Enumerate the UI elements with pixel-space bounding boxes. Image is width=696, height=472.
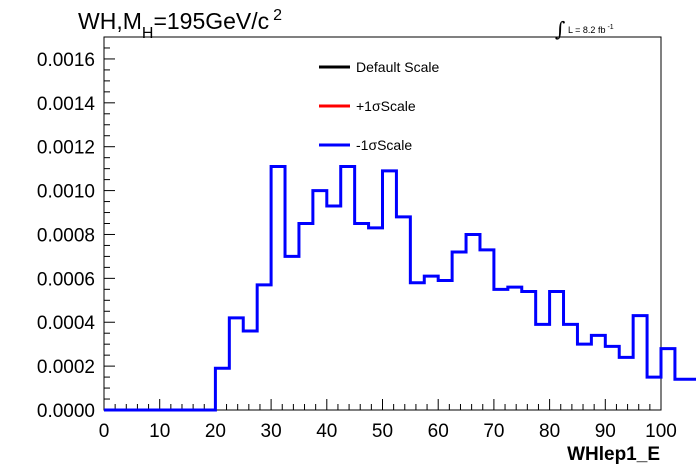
y-tick-label: 0.0008 (37, 225, 95, 246)
title-rest: =195GeV/c (153, 8, 269, 34)
x-tick-label: 100 (645, 421, 677, 442)
chart-title: WH,MH=195GeV/c 2 (78, 7, 282, 42)
x-tick-label: 80 (539, 421, 560, 442)
title-subscript: H (142, 25, 154, 42)
x-axis-label: WHlep1_E (567, 444, 660, 465)
lumi-label: ∫ L = 8.2 fb -1 (555, 17, 614, 41)
x-tick-label: 10 (149, 421, 170, 442)
y-tick-label: 0.0010 (37, 182, 95, 203)
y-tick-label: 0.0004 (37, 313, 96, 334)
x-tick-label: 0 (99, 421, 110, 442)
x-tick-label: 50 (372, 421, 393, 442)
histogram-line-series (104, 164, 696, 412)
legend-label-plus1sigma: +1σScale (356, 98, 416, 114)
x-tick-label: 60 (428, 421, 449, 442)
lumi-superscript: -1 (607, 24, 613, 31)
y-axis: 0.0000 0.0002 0.0004 0.0006 0.0008 0.0010 0.00… (37, 36, 115, 422)
y-tick-label: 0.0006 (37, 269, 95, 290)
title-main: WH,M (78, 8, 142, 34)
x-tick-label: 40 (316, 421, 337, 442)
x-tick-label: 90 (595, 421, 616, 442)
y-tick-label: 0.0000 (37, 401, 95, 422)
svg-text:L = 8.2 fb-1: L = 8.2 fb -1 (568, 24, 614, 35)
y-tick-label: 0.0012 (37, 138, 95, 159)
legend-label-default: Default Scale (356, 59, 439, 75)
integral-symbol: ∫ (555, 17, 565, 41)
x-tick-label: 70 (483, 421, 504, 442)
legend-label-minus1sigma: -1σScale (356, 137, 412, 153)
x-tick-label: 30 (261, 421, 282, 442)
x-axis: 0 10 20 30 40 50 60 70 80 90 100 (99, 399, 677, 442)
lumi-text: L = 8.2 fb (568, 25, 605, 35)
y-tick-label: 0.0014 (37, 94, 96, 115)
legend: Default Scale +1σScale -1σScale (319, 59, 439, 153)
y-tick-label: 0.0016 (37, 50, 95, 71)
y-tick-label: 0.0002 (37, 357, 95, 378)
title-superscript: 2 (273, 7, 282, 24)
x-tick-label: 20 (205, 421, 226, 442)
